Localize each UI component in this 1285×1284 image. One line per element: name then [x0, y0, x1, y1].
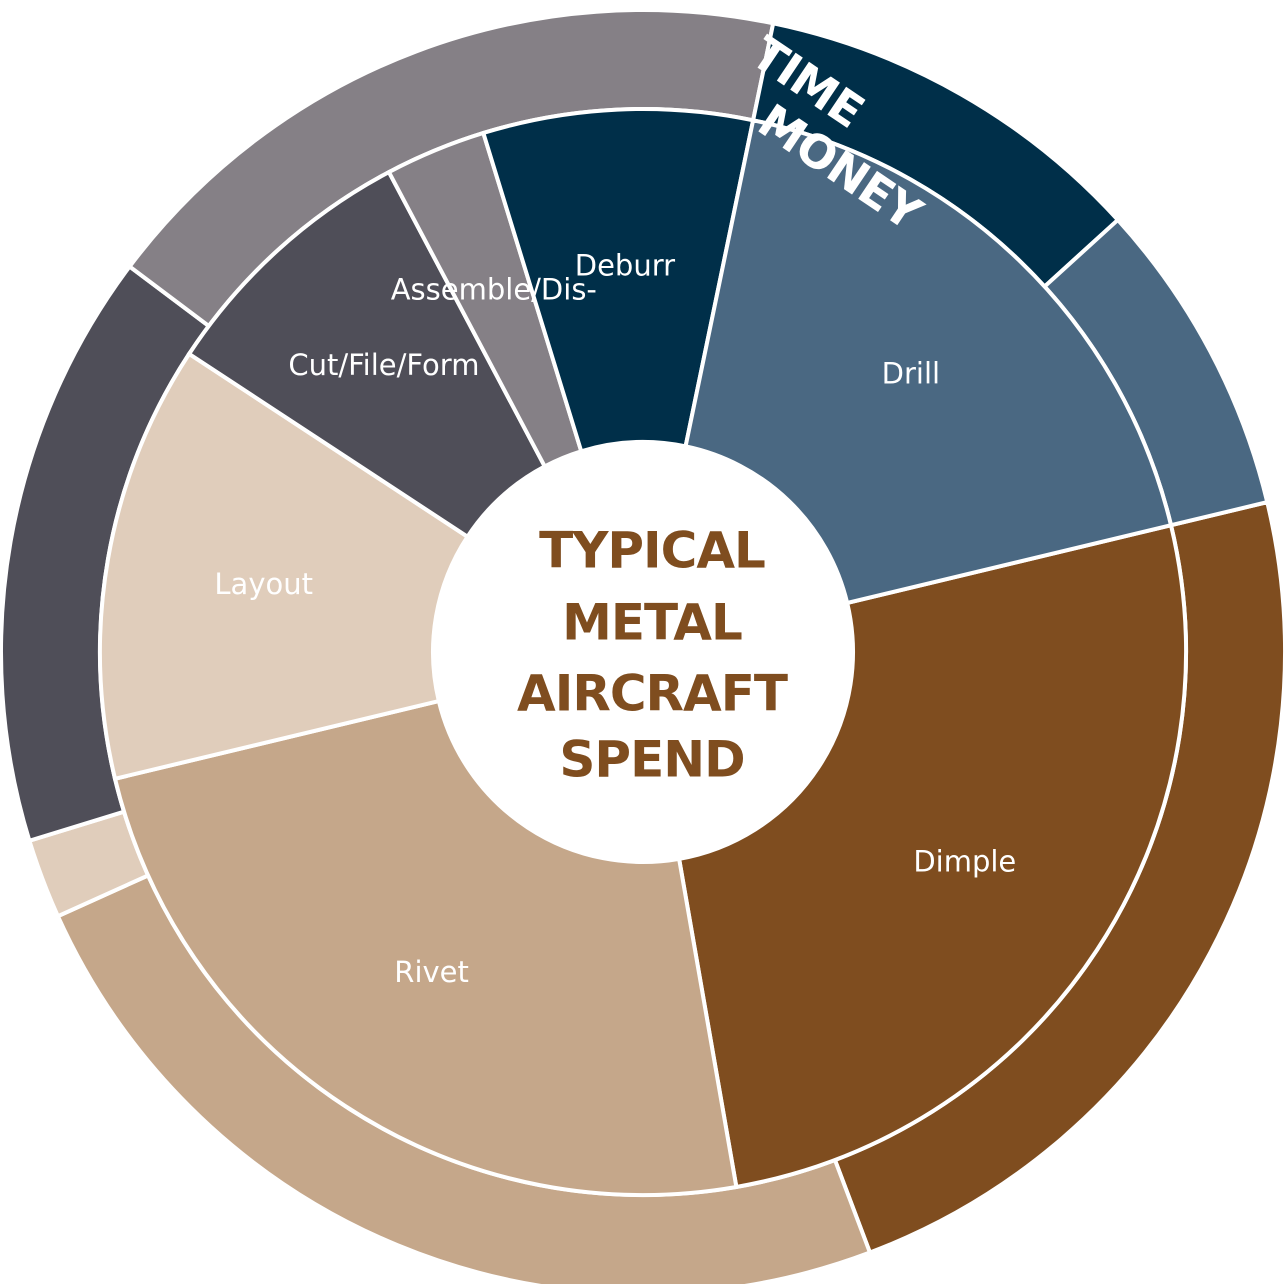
inner-ring-money	[98, 107, 1188, 1197]
slice-labels: Dimple Rivet Layout Cut/File/Form Assemble/D…	[214, 248, 1016, 988]
slice-label-layout: Layout	[214, 567, 313, 601]
slice-label-rivet: Rivet	[394, 955, 469, 989]
slice-label-assemble-dis: Assemble/Dis-	[391, 273, 597, 307]
slice-label-cut-file-form: Cut/File/Form	[288, 348, 479, 382]
slice-label-drill: Drill	[882, 357, 940, 391]
center-title-line-4: SPEND	[559, 731, 744, 789]
center-title-line-2: METAL	[562, 594, 742, 652]
slice-label-dimple: Dimple	[913, 844, 1016, 878]
center-hole	[433, 442, 853, 862]
inner-segment-deburr	[480, 107, 756, 454]
center-title-line-3: AIRCRAFT	[517, 665, 788, 723]
outer-ring-time	[0, 8, 1285, 1284]
slice-label-deburr: Deburr	[575, 248, 675, 282]
center-title-line-1: TYPICAL	[539, 522, 765, 580]
inner-segment-cut-file-form	[186, 169, 548, 540]
